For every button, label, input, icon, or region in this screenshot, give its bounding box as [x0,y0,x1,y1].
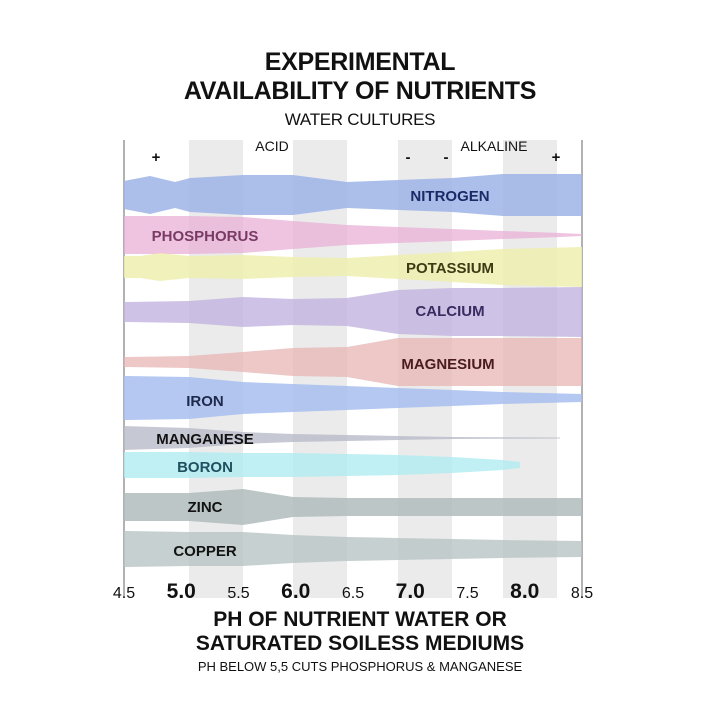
potassium-label: POTASSIUM [406,260,494,277]
footer-note: PH BELOW 5,5 CUTS PHOSPHORUS & MANGANESE [197,659,523,674]
manganese-label: MANGANESE [156,431,254,448]
acidity-marker: + [552,149,561,166]
ph-tick-label: 6.5 [342,585,364,602]
ph-tick-label: 6.0 [281,580,310,603]
zinc-band [124,489,582,525]
magnesium-band [124,338,582,386]
potassium-band [124,247,582,287]
acid-label: ACID [255,138,288,154]
iron-label: IRON [186,393,224,410]
ph-tick-label: 5.5 [227,585,249,602]
boron-label: BORON [177,459,233,476]
nitrogen-band [124,174,582,216]
iron-band [124,376,582,420]
copper-band [124,531,582,567]
nitrogen-label: NITROGEN [410,188,489,205]
acidity-marker: + [152,149,161,166]
ph-tick-label: 7.0 [396,580,425,603]
acidity-marker: - [406,149,411,166]
ph-tick-label: 8.5 [571,585,593,602]
phosphorus-label: PHOSPHORUS [152,228,259,245]
boron-band [124,452,520,478]
magnesium-label: MAGNESIUM [401,356,494,373]
calcium-label: CALCIUM [415,303,484,320]
alkaline-label: ALKALINE [461,138,528,154]
ph-tick-label: 5.0 [167,580,196,603]
axis-title-line1: PH OF NUTRIENT WATER OR [213,608,507,631]
calcium-band [124,287,582,337]
axis-title-line2: SATURATED SOILESS MEDIUMS [195,632,525,655]
manganese-band [124,426,560,450]
acidity-marker: - [444,149,449,166]
chart-title-line2: AVAILABILITY OF NUTRIENTS [183,77,537,105]
chart-title-line1: EXPERIMENTAL [264,48,456,76]
zinc-label: ZINC [188,499,223,516]
ph-tick-label: 4.5 [113,585,135,602]
ph-tick-label: 7.5 [456,585,478,602]
copper-label: COPPER [173,543,237,560]
chart-subtitle: WATER CULTURES [284,110,436,129]
ph-tick-label: 8.0 [510,580,539,603]
phosphorus-band [124,216,582,254]
